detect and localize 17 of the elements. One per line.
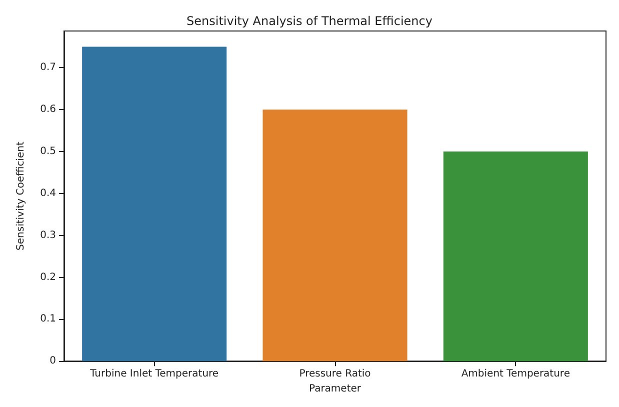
y-tick-label: 0.6	[40, 104, 56, 116]
y-tick-label: 0.4	[40, 188, 56, 199]
chart-title: Sensitivity Analysis of Thermal Efficiency	[186, 14, 432, 28]
x-tick-label: Pressure Ratio	[299, 368, 371, 380]
x-axis-title: Parameter	[308, 384, 362, 394]
y-tick-label: 0	[50, 356, 56, 367]
y-tick-label: 0.1	[40, 314, 56, 325]
y-tick-label: 0.2	[40, 272, 56, 283]
x-tick-label: Ambient Temperature	[461, 368, 570, 380]
bar	[82, 46, 227, 362]
y-tick-label: 0.5	[40, 146, 56, 158]
bar	[262, 110, 408, 362]
bar	[443, 152, 588, 362]
y-tick-label: 0.7	[40, 62, 56, 74]
y-tick-label: 0.3	[40, 230, 56, 241]
y-axis-title: Sensitivity Coefficient	[16, 142, 26, 250]
x-tick-label: Turbine Inlet Temperature	[89, 368, 219, 380]
